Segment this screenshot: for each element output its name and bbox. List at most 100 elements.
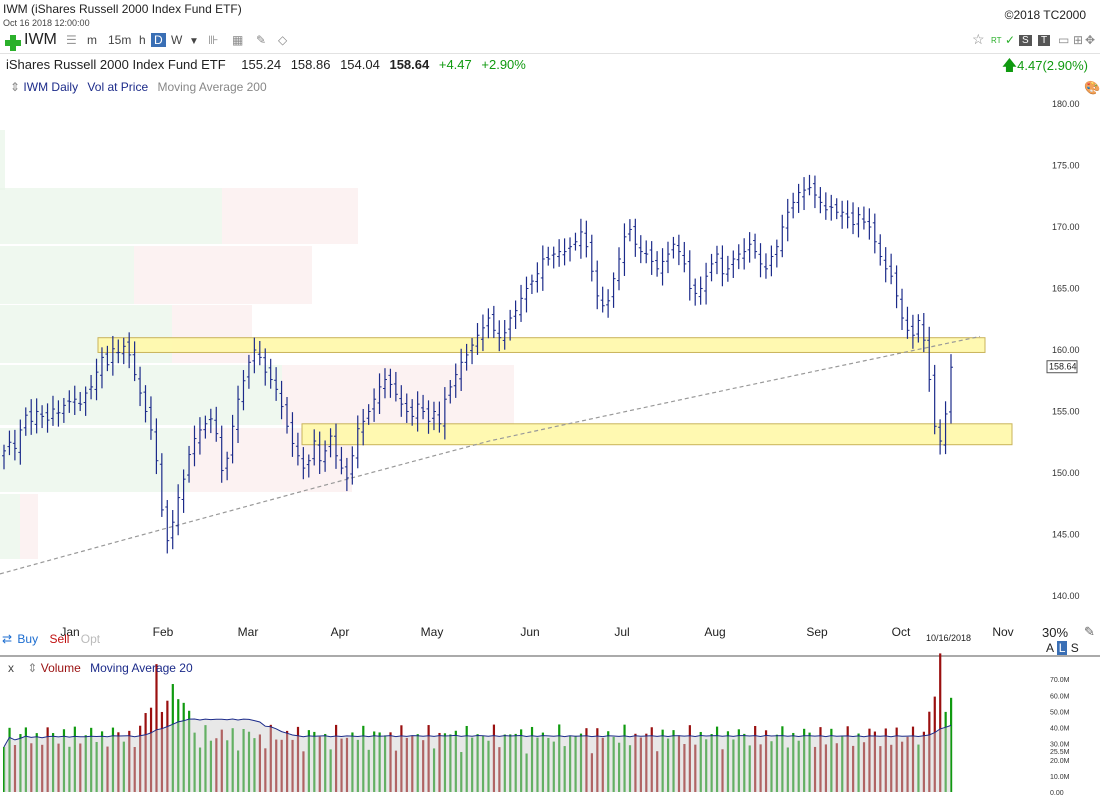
drag-handle-icon[interactable]: ⇕ xyxy=(10,80,21,94)
price-bar xyxy=(361,408,366,446)
legend-ma200[interactable]: Moving Average 200 xyxy=(157,80,267,94)
volume-bar xyxy=(438,732,441,792)
pencil-icon[interactable]: ✎ xyxy=(256,33,267,47)
refresh-icon[interactable]: ⇄ xyxy=(2,632,13,646)
volume-bar xyxy=(302,751,305,792)
volume-tick-label: 0.00 xyxy=(1050,790,1064,797)
move-icon[interactable]: ✥ xyxy=(1085,33,1096,47)
price-bar xyxy=(540,245,545,291)
price-bar xyxy=(921,313,926,353)
interval-m-button[interactable]: m xyxy=(87,33,97,47)
volume-bar xyxy=(209,740,213,792)
price-bar xyxy=(845,200,850,229)
zoom-level[interactable]: 30% xyxy=(1042,625,1069,640)
volume-bar xyxy=(117,732,120,792)
volume-at-price-layer xyxy=(0,130,514,559)
legend-symbol[interactable]: IWM Daily xyxy=(23,80,79,94)
volume-bar xyxy=(378,732,381,792)
scale-a-button[interactable]: A xyxy=(1046,641,1054,655)
price-bar xyxy=(453,363,458,398)
eraser-icon[interactable]: ◇ xyxy=(278,33,288,47)
drag-handle-icon[interactable]: ⇕ xyxy=(27,661,38,675)
volume-bar xyxy=(394,750,398,792)
price-bar xyxy=(606,289,611,318)
interval-h-button[interactable]: h xyxy=(139,33,146,47)
volume-bar xyxy=(748,745,751,792)
volume-bar xyxy=(318,736,321,792)
quote-last: 158.64 xyxy=(389,57,430,72)
volume-bar xyxy=(541,732,545,792)
quote-name: iShares Russell 2000 Index Fund ETF xyxy=(6,57,226,72)
price-bar xyxy=(829,194,834,221)
interval-15m-button[interactable]: 15m xyxy=(108,33,132,47)
price-bar xyxy=(197,417,202,455)
legend-vap[interactable]: Vol at Price xyxy=(87,80,149,94)
legend-volume[interactable]: Volume xyxy=(40,661,81,675)
trade-badge[interactable]: T xyxy=(1038,35,1051,46)
price-bar xyxy=(410,399,415,426)
add-symbol-icon[interactable] xyxy=(3,33,23,53)
window-title: IWM (iShares Russell 2000 Index Fund ETF… xyxy=(3,2,242,16)
volume-bar xyxy=(24,727,27,792)
price-bar xyxy=(437,401,442,433)
scan-badge[interactable]: S xyxy=(1019,35,1032,46)
last-price-tag: 158.64 xyxy=(1046,360,1078,374)
star-icon[interactable]: ☆ xyxy=(972,31,985,47)
volume-bar xyxy=(552,741,555,792)
sell-button[interactable]: Sell xyxy=(49,632,70,646)
quote-change-pct: +2.90% xyxy=(481,57,526,72)
volume-bar xyxy=(645,733,648,792)
price-axis: 180.00 175.00 170.00 165.00 160.00 155.00 150.… xyxy=(1046,99,1080,601)
interval-dropdown-icon[interactable]: ▼ xyxy=(189,36,199,47)
price-tick-label: 160.00 xyxy=(1052,345,1080,355)
volume-bar xyxy=(356,739,359,792)
volume-bar xyxy=(498,747,501,792)
price-bar xyxy=(671,236,676,259)
volume-bar xyxy=(514,733,517,792)
volume-bar xyxy=(824,744,828,792)
timestamp: Oct 16 2018 12:00:00 xyxy=(3,18,90,28)
price-bar xyxy=(704,262,709,305)
volume-bar xyxy=(569,735,572,792)
interval-d-button[interactable]: D xyxy=(151,33,166,47)
palette-icon[interactable]: 🎨 xyxy=(1084,80,1100,95)
volume-tick-label: 40.0M xyxy=(1050,726,1070,733)
volume-bar xyxy=(928,711,931,792)
price-bar xyxy=(649,241,654,275)
volume-bar xyxy=(253,738,256,792)
symbol-field[interactable]: IWM xyxy=(24,31,57,48)
price-bar xyxy=(878,234,883,266)
scale-l-button[interactable]: L xyxy=(1056,641,1068,655)
volume-bar xyxy=(732,739,735,792)
edit-icon[interactable]: ✎ xyxy=(1084,624,1095,639)
price-bar xyxy=(834,198,839,220)
price-bar xyxy=(121,337,126,365)
volume-bar xyxy=(705,739,708,792)
price-bar xyxy=(910,314,915,349)
price-bar xyxy=(78,392,83,412)
indicators-icon[interactable]: ▦ xyxy=(232,33,244,47)
price-bar xyxy=(12,429,17,461)
volume-bar xyxy=(291,739,294,792)
price-bar xyxy=(568,237,573,262)
volume-bar xyxy=(160,711,164,792)
bar-style-icon[interactable]: ⊪ xyxy=(208,33,219,47)
scale-s-button[interactable]: S xyxy=(1070,641,1079,655)
save-icon[interactable]: ▭ xyxy=(1058,33,1070,47)
price-bar xyxy=(932,364,937,435)
interval-w-button[interactable]: W xyxy=(171,33,183,47)
volume-bar xyxy=(683,743,686,792)
volume-bar xyxy=(634,733,637,792)
check-icon[interactable]: ✓ xyxy=(1005,33,1016,47)
legend-volume-ma[interactable]: Moving Average 20 xyxy=(90,661,193,675)
opt-button[interactable]: Opt xyxy=(80,632,101,646)
price-bar xyxy=(812,175,817,209)
volume-bar xyxy=(846,726,849,792)
close-panel-button[interactable]: x xyxy=(8,661,14,675)
price-bar xyxy=(796,183,801,213)
buy-button[interactable]: Buy xyxy=(17,632,39,646)
grid-icon[interactable]: ⊞ xyxy=(1073,33,1084,47)
date-tag: 10/16/2018 xyxy=(926,633,972,643)
volume-bar xyxy=(890,744,893,792)
volume-bar xyxy=(416,734,419,792)
